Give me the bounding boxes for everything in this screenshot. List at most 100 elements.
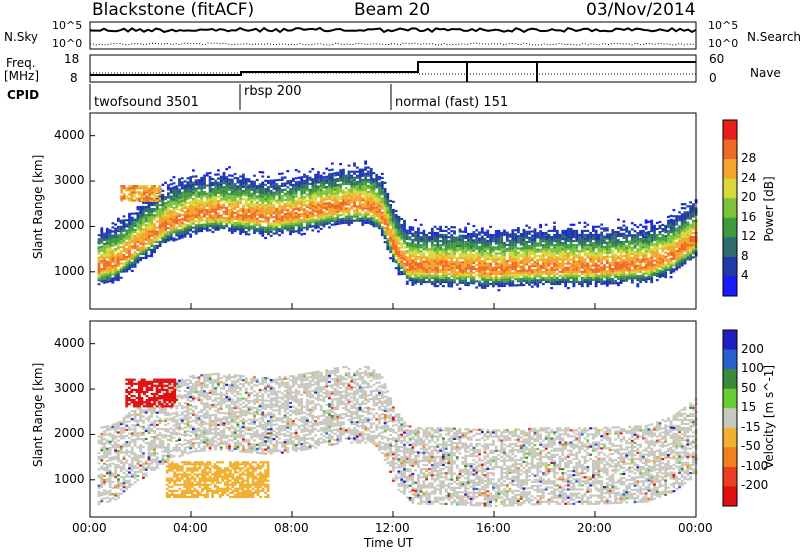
- power-cell-1260: [242, 230, 245, 233]
- power-cell-3051: [444, 234, 448, 237]
- power-cell-250: [125, 249, 129, 252]
- power-cell-1642: [286, 216, 290, 220]
- power-cell-2591: [394, 250, 398, 253]
- power-cell-4622: [628, 269, 631, 272]
- power-cell-712: [178, 204, 181, 207]
- power-cell-2446: [378, 194, 381, 197]
- power-cell-1216: [236, 220, 240, 223]
- power-cell-732: [180, 222, 184, 225]
- power-cell-3070: [447, 244, 451, 247]
- power-cell-980: [208, 202, 212, 205]
- power-cell-4960: [667, 240, 670, 243]
- power-cell-1321: [247, 206, 251, 209]
- power-cell-3476: [494, 246, 498, 249]
- power-cell-4236: [583, 268, 587, 271]
- power-cell-2792: [417, 264, 420, 267]
- power-cell-152: [114, 262, 117, 265]
- power-cell-1935: [319, 207, 323, 210]
- power-cell-3704: [522, 271, 526, 274]
- power-cell-2332: [367, 221, 370, 224]
- power-cell-3225: [467, 275, 470, 278]
- power-cell-3035: [444, 266, 448, 269]
- power-cell-1384: [255, 223, 259, 227]
- power-cell-1460: [264, 212, 267, 215]
- power-cell-4657: [630, 240, 634, 243]
- power-cell-4691: [636, 270, 640, 273]
- power-cell-3200: [464, 275, 467, 278]
- power-cell-2223: [353, 189, 356, 192]
- power-cell-4312: [592, 262, 595, 265]
- power-cell-2026: [330, 215, 334, 218]
- power-cell-1269: [242, 212, 245, 215]
- power-cell-2691: [405, 270, 409, 273]
- power-cell-2726: [408, 242, 412, 245]
- power-cell-3590: [508, 264, 512, 267]
- power-cell-404: [142, 214, 145, 217]
- power-cell-498: [153, 218, 156, 221]
- power-cell-1293: [244, 214, 248, 217]
- power-cell-556: [161, 230, 165, 233]
- power-cell-762: [183, 210, 187, 214]
- power-cell-3904: [544, 248, 548, 251]
- power-cell-1658: [286, 170, 290, 173]
- power-cell-3370: [483, 274, 487, 277]
- power-cell-2743: [411, 261, 415, 264]
- power-cell-701: [178, 235, 181, 238]
- power-cell-656: [172, 223, 176, 226]
- power-cell-3740: [525, 249, 529, 252]
- power-cell-4643: [630, 275, 634, 278]
- power-cell-3121: [453, 242, 456, 245]
- power-cell-3238: [467, 245, 470, 248]
- power-cell-4846: [653, 249, 656, 252]
- power-cell-156: [114, 254, 117, 257]
- power-cell-4186: [578, 280, 581, 284]
- power-cell-4757: [644, 278, 648, 281]
- power-cell-1103: [222, 194, 226, 197]
- power-cell-41: [100, 231, 104, 234]
- power-cell-926: [203, 227, 206, 230]
- power-cell-4173: [575, 256, 579, 259]
- power-cell-3673: [517, 237, 520, 240]
- power-cell-1554: [275, 215, 279, 219]
- power-cell-4249: [583, 240, 587, 243]
- power-cell-1954: [322, 221, 326, 224]
- power-cell-2274: [358, 178, 362, 181]
- power-cell-2376: [369, 178, 373, 181]
- power-cell-585: [164, 224, 167, 227]
- power-cell-1979: [325, 214, 329, 217]
- power-cell-4853: [653, 233, 656, 236]
- power-cell-3096: [450, 242, 454, 245]
- power-cell-3929: [547, 248, 551, 251]
- power-cell-1: [97, 279, 101, 282]
- power-cell-1440: [261, 199, 265, 203]
- power-cell-3025: [442, 236, 445, 239]
- power-cell-285: [128, 221, 131, 224]
- power-cell-1997: [328, 226, 331, 229]
- power-cell-4950: [667, 264, 670, 267]
- power-cell-4285: [589, 272, 592, 275]
- power-cell-4604: [625, 257, 629, 260]
- power-cell-2922: [430, 231, 434, 235]
- power-cell-902: [200, 227, 204, 231]
- power-cell-4373: [597, 239, 601, 243]
- power-cell-1738: [297, 221, 301, 224]
- power-cell-3807: [533, 260, 537, 264]
- power-cell-3271: [472, 282, 476, 285]
- power-cell-2963: [436, 260, 440, 263]
- power-cell-4294: [589, 252, 592, 255]
- power-cell-1393: [255, 203, 259, 206]
- power-cell-4528: [617, 265, 620, 268]
- power-cell-603: [167, 233, 170, 236]
- power-cell-1397: [255, 191, 259, 194]
- power-cell-3525: [500, 250, 504, 253]
- power-cell-2978: [436, 227, 440, 230]
- power-cell-760: [183, 215, 187, 218]
- power-cell-1209: [233, 183, 237, 186]
- power-cell-2078: [336, 212, 340, 215]
- power-cell-3347: [480, 264, 484, 267]
- power-cell-4040: [561, 268, 565, 271]
- power-cell-1198: [233, 205, 237, 208]
- power-cell-2803: [417, 237, 420, 240]
- power-cell-1521: [269, 183, 273, 186]
- power-cell-3220: [464, 230, 467, 233]
